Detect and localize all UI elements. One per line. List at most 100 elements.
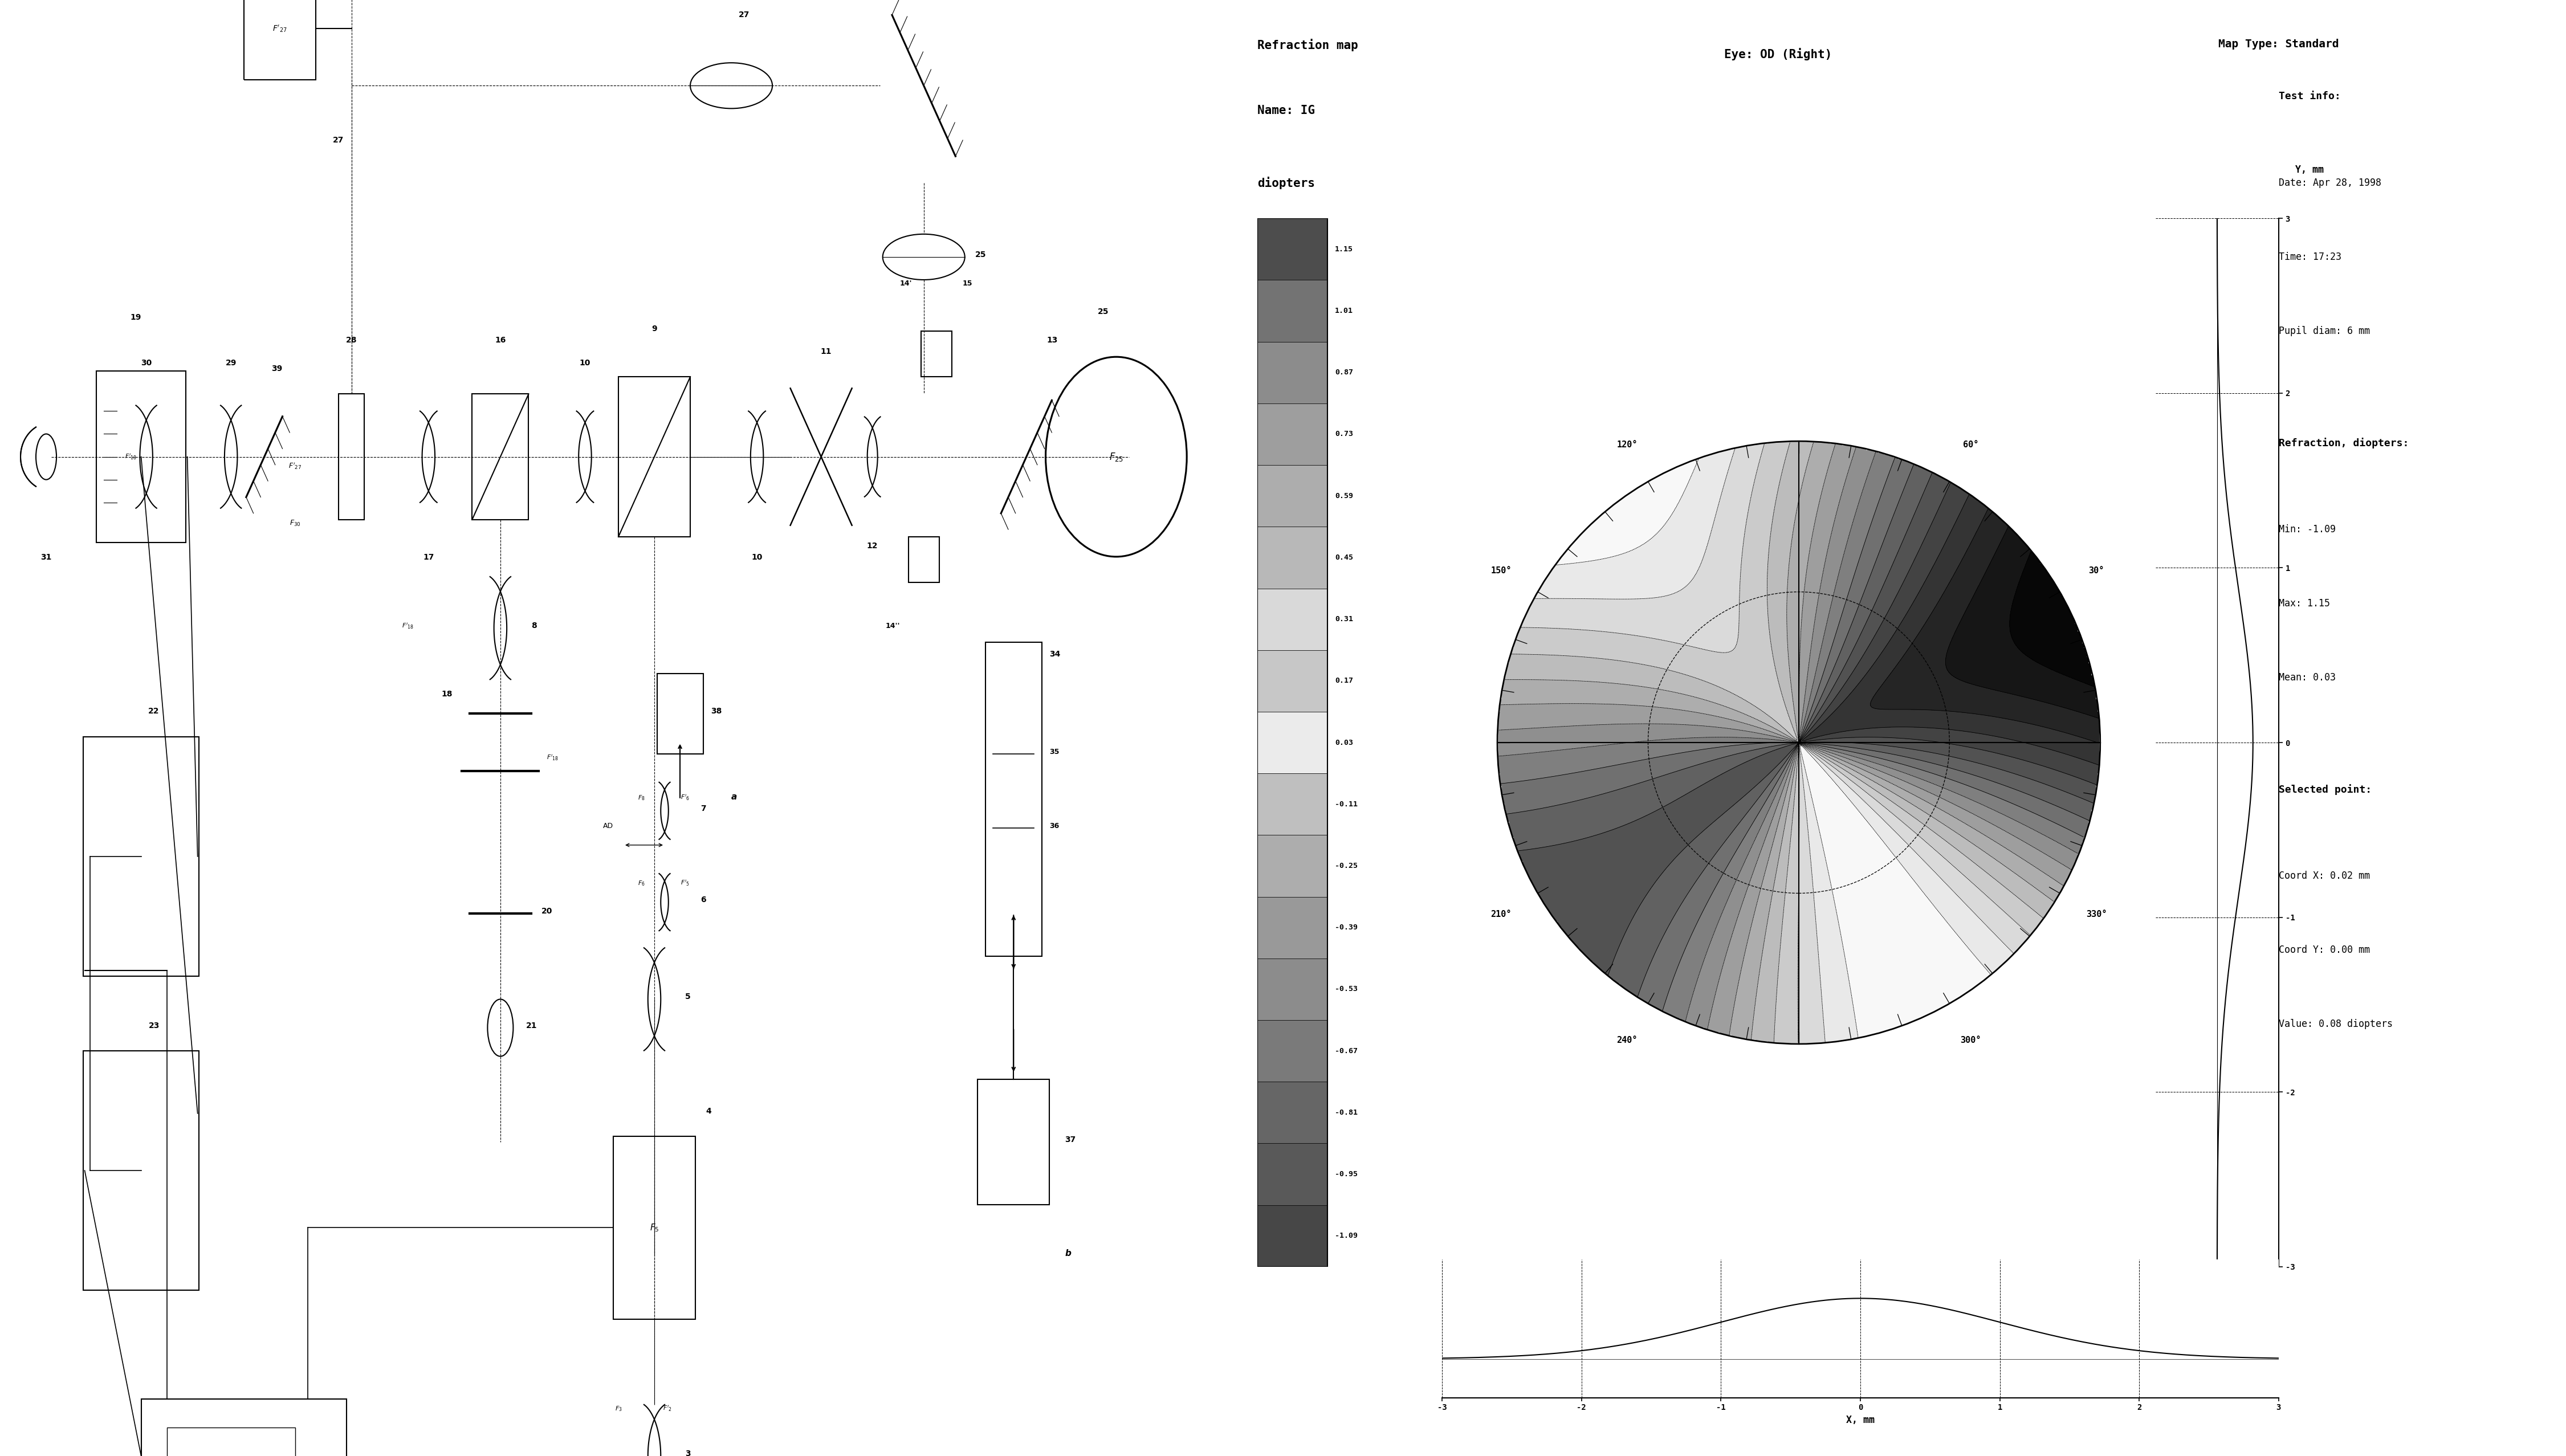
Bar: [1257, 773, 1327, 836]
Bar: [1257, 464, 1327, 527]
Text: Y, mm: Y, mm: [2294, 165, 2325, 175]
Bar: [1257, 218, 1327, 1267]
Point: [1778, 731, 1819, 754]
Text: $F'_5$: $F'_5$: [680, 879, 690, 887]
Bar: [1257, 897, 1327, 958]
Text: 120°: 120°: [1617, 441, 1637, 450]
Text: 25: 25: [975, 250, 985, 259]
Text: 16: 16: [495, 336, 506, 344]
Text: -1.09: -1.09: [1334, 1232, 1357, 1239]
Text: Value: 0.08 diopters: Value: 0.08 diopters: [2279, 1019, 2392, 1029]
Text: $F'_{27}$: $F'_{27}$: [287, 462, 303, 470]
Text: Max: 1.15: Max: 1.15: [2279, 598, 2330, 609]
Text: Date: Apr 28, 1998: Date: Apr 28, 1998: [2279, 178, 2381, 188]
Text: 210°: 210°: [1491, 910, 1511, 919]
Bar: [985, 642, 1042, 957]
Text: Test info:: Test info:: [2279, 90, 2340, 102]
Text: Name: IG: Name: IG: [1257, 105, 1314, 116]
Text: 11: 11: [821, 348, 831, 355]
Point: [1778, 731, 1819, 754]
Text: 37: 37: [1065, 1136, 1075, 1143]
Text: b: b: [1065, 1249, 1070, 1258]
Point: [1778, 731, 1819, 754]
Text: -0.67: -0.67: [1334, 1047, 1357, 1054]
Text: 30°: 30°: [2089, 566, 2104, 575]
Point: [1778, 731, 1819, 754]
Text: 0.31: 0.31: [1334, 616, 1352, 623]
Point: [1778, 731, 1819, 754]
Point: [1778, 731, 1819, 754]
Bar: [921, 331, 952, 377]
Text: 4: 4: [706, 1107, 711, 1115]
Text: 20: 20: [541, 907, 552, 916]
Point: [1778, 731, 1819, 754]
Point: [1778, 731, 1819, 754]
Text: 12: 12: [867, 542, 878, 550]
Point: [1778, 731, 1819, 754]
Text: 0.59: 0.59: [1334, 492, 1352, 499]
Text: 21: 21: [526, 1022, 536, 1029]
Text: Refraction, diopters:: Refraction, diopters:: [2279, 437, 2409, 448]
Text: 35: 35: [1049, 748, 1060, 756]
Text: 9: 9: [652, 325, 657, 333]
Text: $F_{25}$: $F_{25}$: [1109, 451, 1124, 463]
Text: 6: 6: [701, 895, 706, 904]
Text: 22: 22: [149, 708, 159, 715]
Text: $F'_{27}$: $F'_{27}$: [272, 23, 287, 33]
Bar: [1257, 1021, 1327, 1082]
Text: 14'': 14'': [885, 622, 901, 630]
Text: 15: 15: [962, 280, 973, 287]
Bar: [82, 1051, 198, 1290]
Text: 39: 39: [272, 365, 282, 373]
Bar: [339, 395, 364, 520]
Text: -0.25: -0.25: [1334, 862, 1357, 869]
Bar: [618, 377, 690, 537]
Text: 25: 25: [1098, 307, 1109, 316]
Point: [1778, 731, 1819, 754]
Text: $F'_2$: $F'_2$: [662, 1404, 672, 1412]
Bar: [613, 1136, 695, 1319]
Text: $F_8$: $F_8$: [639, 794, 644, 802]
Text: 60°: 60°: [1963, 441, 1978, 450]
Text: Time: 17:23: Time: 17:23: [2279, 252, 2340, 262]
Point: [1778, 731, 1819, 754]
Bar: [1257, 218, 1327, 280]
Bar: [244, 0, 316, 80]
Text: Coord X: 0.02 mm: Coord X: 0.02 mm: [2279, 871, 2371, 881]
Text: 36: 36: [1049, 823, 1060, 830]
Point: [1778, 731, 1819, 754]
Text: 0.17: 0.17: [1334, 677, 1352, 684]
Point: [1778, 731, 1819, 754]
Text: 28: 28: [346, 336, 357, 344]
Text: 19: 19: [131, 313, 141, 322]
Text: 38: 38: [711, 708, 721, 715]
Point: [1778, 731, 1819, 754]
Point: [1778, 731, 1819, 754]
Text: Eye: OD (Right): Eye: OD (Right): [1724, 48, 1832, 61]
Bar: [1257, 280, 1327, 342]
Point: [1778, 731, 1819, 754]
Bar: [1257, 1082, 1327, 1143]
Text: 10: 10: [752, 553, 762, 561]
Text: 300°: 300°: [1960, 1035, 1981, 1044]
Text: 17: 17: [423, 553, 434, 561]
Text: 150°: 150°: [1491, 566, 1511, 575]
Text: 330°: 330°: [2086, 910, 2107, 919]
Bar: [167, 1427, 295, 1456]
Text: Refraction map: Refraction map: [1257, 38, 1357, 51]
Text: 7: 7: [701, 805, 706, 812]
Point: [1778, 731, 1819, 754]
Text: 0.73: 0.73: [1334, 431, 1352, 438]
Text: a: a: [731, 792, 736, 801]
Text: -0.81: -0.81: [1334, 1109, 1357, 1117]
Bar: [657, 674, 703, 754]
Point: [1778, 731, 1819, 754]
Point: [1778, 731, 1819, 754]
Text: 27: 27: [739, 10, 749, 19]
Bar: [1257, 588, 1327, 649]
Point: [1778, 731, 1819, 754]
Point: [1778, 731, 1819, 754]
Text: 27: 27: [334, 137, 344, 144]
Point: [1778, 731, 1819, 754]
Point: [1778, 731, 1819, 754]
